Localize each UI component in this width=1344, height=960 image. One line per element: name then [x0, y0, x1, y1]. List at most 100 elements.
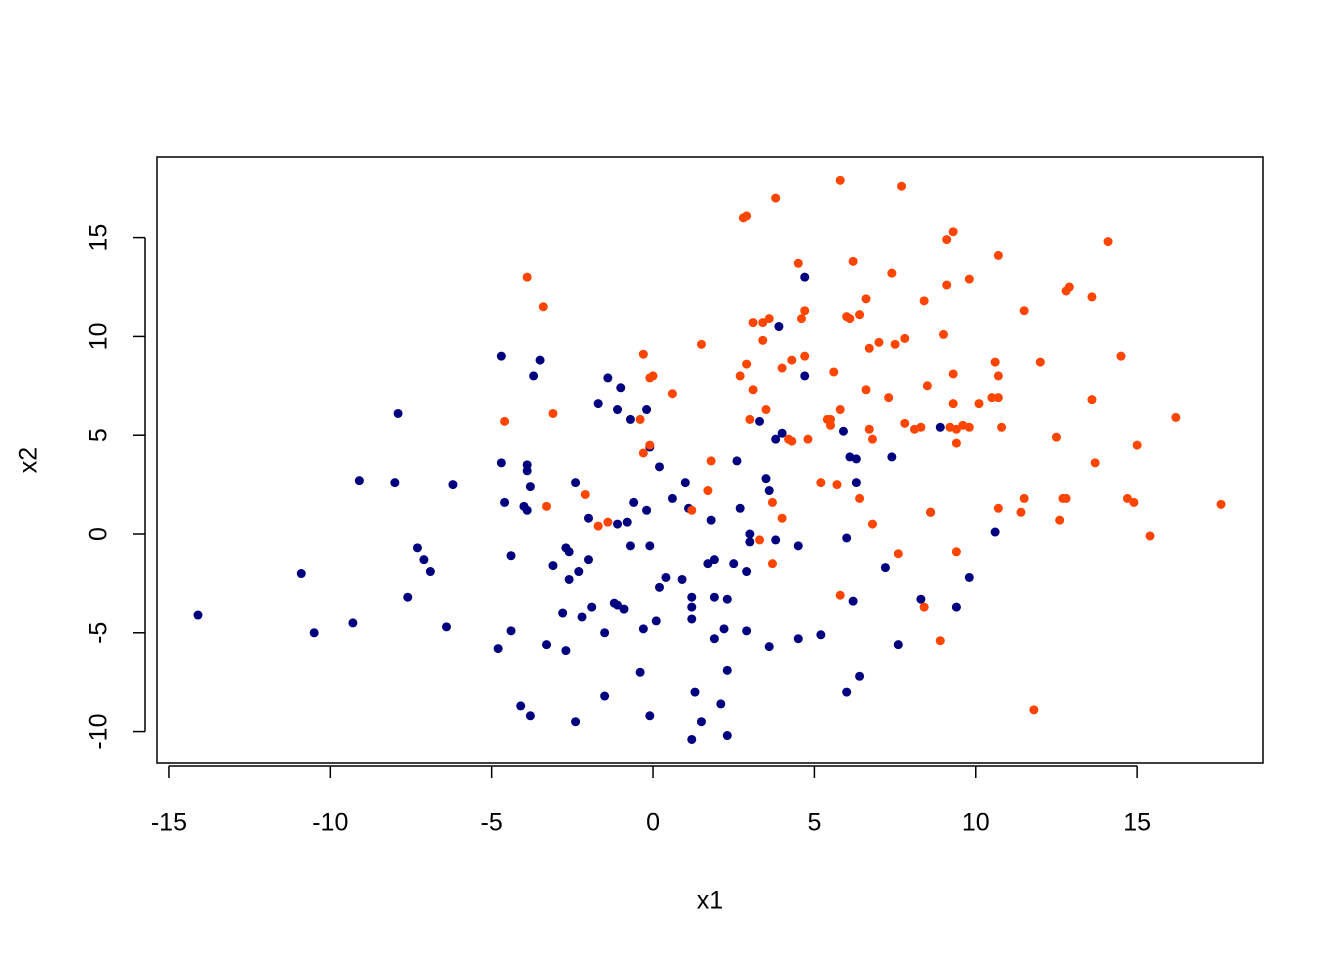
point [722, 665, 732, 675]
point [583, 555, 593, 565]
point [893, 549, 903, 559]
point [842, 687, 852, 697]
x-tick-label: -5 [481, 809, 503, 837]
point [748, 318, 758, 328]
point [638, 349, 648, 359]
point [354, 476, 364, 486]
point [522, 460, 532, 470]
point [758, 335, 768, 345]
point [926, 507, 936, 517]
point [613, 519, 623, 529]
point [742, 359, 752, 369]
point [525, 711, 535, 721]
point [1132, 440, 1142, 450]
point [745, 537, 755, 547]
point [787, 355, 797, 365]
point [796, 314, 806, 324]
point [864, 343, 874, 353]
point [1216, 499, 1226, 509]
point [916, 422, 926, 432]
point [997, 422, 1007, 432]
point [938, 329, 948, 339]
point [793, 258, 803, 268]
point [635, 414, 645, 424]
point [629, 497, 639, 507]
point [696, 339, 706, 349]
point [951, 438, 961, 448]
point [774, 322, 784, 332]
point [600, 691, 610, 701]
point [800, 371, 810, 381]
point [722, 731, 732, 741]
point [613, 600, 623, 610]
point [348, 618, 358, 628]
point [919, 602, 929, 612]
point [1051, 432, 1061, 442]
point [574, 567, 584, 577]
point [583, 513, 593, 523]
point [855, 493, 865, 503]
point [745, 529, 755, 539]
point [745, 414, 755, 424]
point [564, 547, 574, 557]
y-axis-label: x2 [15, 447, 43, 473]
point [593, 521, 603, 531]
point [787, 436, 797, 446]
point [874, 337, 884, 347]
point [1116, 351, 1126, 361]
point [1019, 493, 1029, 503]
point [493, 644, 503, 654]
point [645, 711, 655, 721]
point [816, 478, 826, 488]
y-tick-label: 15 [85, 224, 113, 252]
point [441, 622, 451, 632]
y-tick-label: -5 [85, 622, 113, 644]
point [525, 482, 535, 492]
point [587, 602, 597, 612]
point [948, 227, 958, 237]
point [1145, 531, 1155, 541]
point [390, 478, 400, 488]
point [680, 478, 690, 488]
x-axis-label: x1 [697, 887, 723, 915]
point [687, 505, 697, 515]
point [838, 426, 848, 436]
x-tick-label: 10 [962, 809, 990, 837]
point [987, 393, 997, 403]
point [1035, 357, 1045, 367]
point [974, 399, 984, 409]
point [522, 505, 532, 515]
point [835, 405, 845, 415]
point [777, 513, 787, 523]
point [771, 535, 781, 545]
point [942, 235, 952, 245]
point [742, 626, 752, 636]
point [309, 628, 319, 638]
point [425, 567, 435, 577]
point [1029, 705, 1039, 715]
point [835, 175, 845, 185]
point [890, 339, 900, 349]
point [542, 501, 552, 511]
point [761, 405, 771, 415]
x-tick-label: -10 [312, 809, 348, 837]
point [948, 369, 958, 379]
point [900, 333, 910, 343]
point [709, 592, 719, 602]
point [548, 561, 558, 571]
point [703, 559, 713, 569]
y-tick-label: 10 [85, 323, 113, 351]
point [538, 302, 548, 312]
point [690, 687, 700, 697]
point [900, 418, 910, 428]
point [667, 389, 677, 399]
point [535, 355, 545, 365]
point [887, 268, 897, 278]
point [558, 608, 568, 618]
point [793, 541, 803, 551]
point [758, 318, 768, 328]
point [793, 634, 803, 644]
x-tick-label: 5 [807, 809, 821, 837]
point [964, 274, 974, 284]
point [742, 211, 752, 221]
